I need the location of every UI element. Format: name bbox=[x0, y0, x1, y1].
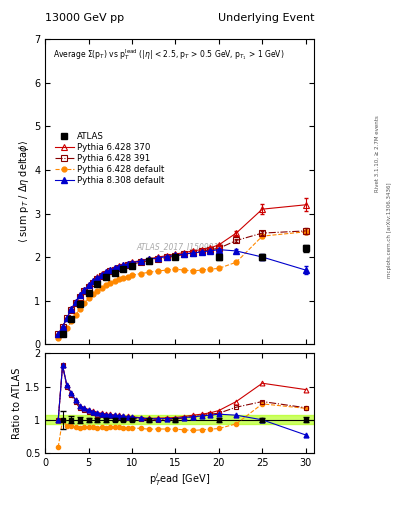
Text: Average $\Sigma$(p$_T$) vs p$_T^{\rm lead}$ ($|\eta|$ < 2.5, p$_T$ > 0.5 GeV, p$: Average $\Sigma$(p$_T$) vs p$_T^{\rm lea… bbox=[53, 47, 285, 62]
Bar bbox=[45, 415, 314, 424]
Legend: ATLAS, Pythia 6.428 370, Pythia 6.428 391, Pythia 6.428 default, Pythia 8.308 de: ATLAS, Pythia 6.428 370, Pythia 6.428 39… bbox=[52, 129, 167, 188]
Text: ATLAS_2017_I1509919: ATLAS_2017_I1509919 bbox=[136, 242, 224, 251]
Text: 13000 GeV pp: 13000 GeV pp bbox=[45, 13, 124, 23]
Text: mcplots.cern.ch [arXiv:1306.3436]: mcplots.cern.ch [arXiv:1306.3436] bbox=[387, 183, 391, 278]
Y-axis label: $\langle$ sum p$_T$ / $\Delta\eta$ delta$\phi\rangle$: $\langle$ sum p$_T$ / $\Delta\eta$ delta… bbox=[17, 140, 31, 243]
Text: Underlying Event: Underlying Event bbox=[218, 13, 314, 23]
X-axis label: p$_T^l$ead [GeV]: p$_T^l$ead [GeV] bbox=[149, 471, 210, 487]
Y-axis label: Ratio to ATLAS: Ratio to ATLAS bbox=[12, 368, 22, 439]
Text: Rivet 3.1.10, ≥ 2.7M events: Rivet 3.1.10, ≥ 2.7M events bbox=[375, 115, 380, 192]
